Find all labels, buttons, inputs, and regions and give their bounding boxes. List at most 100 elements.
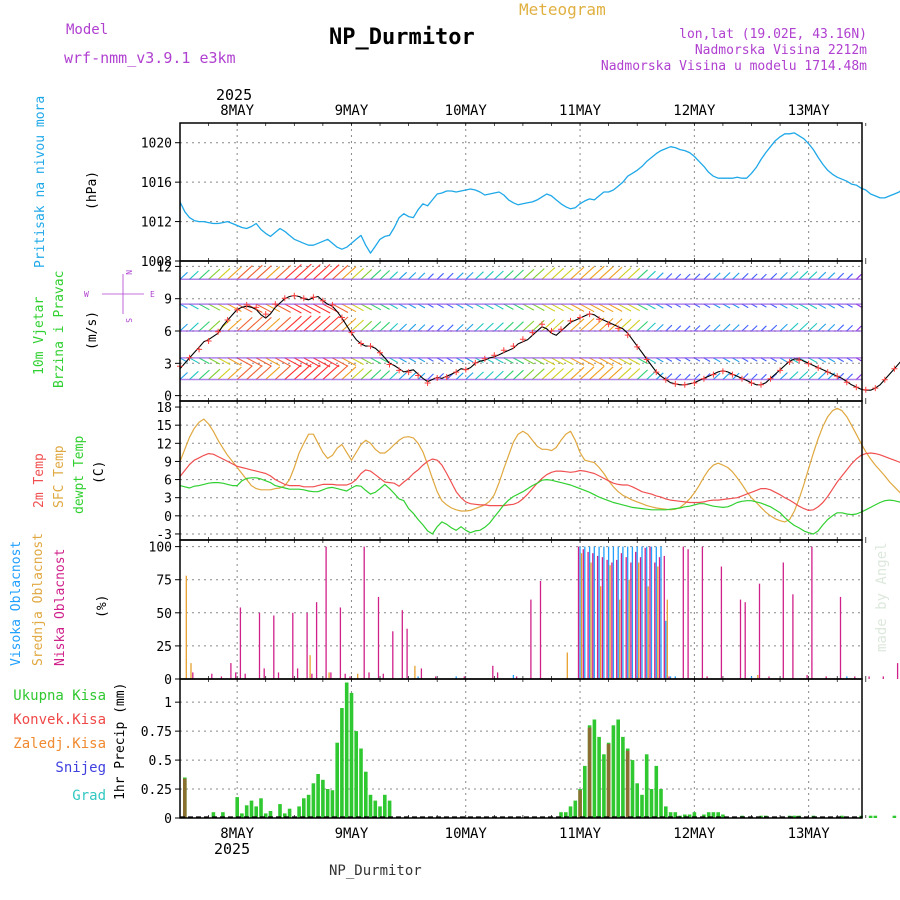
precip-bar: [597, 736, 601, 818]
wind-barb: [732, 272, 740, 280]
wind-barb: [817, 371, 827, 380]
precip-bar: [316, 774, 320, 818]
grid-layer: 1008101210161020036912-30369121518025507…: [141, 123, 867, 827]
wind-barb: [265, 366, 281, 380]
wind-barb: [322, 315, 340, 332]
pressure-line: [179, 132, 900, 254]
wind-barb: [789, 322, 799, 332]
gust-marker: [548, 327, 555, 334]
precip-bar: [359, 748, 363, 818]
top-day-label: 12MAY: [673, 103, 716, 119]
gust-marker: [262, 311, 269, 318]
wind-barb: [284, 303, 302, 314]
wind-speed-line: [179, 294, 900, 391]
wind-barb: [332, 365, 349, 380]
gust-marker: [539, 321, 545, 328]
freezing-precip-bar: [183, 778, 187, 818]
freezing-precip-bar: [606, 743, 611, 818]
precip-bar: [354, 731, 358, 818]
wind-barb: [189, 322, 199, 332]
wind-barb: [846, 373, 853, 380]
wind-barb: [351, 303, 364, 312]
y-tick-label: 9: [164, 293, 172, 308]
precip-bar: [325, 789, 330, 818]
wind-barb: [551, 357, 564, 365]
precip-bar: [340, 708, 344, 818]
wind-barb: [246, 316, 263, 332]
wind-barb: [579, 303, 595, 313]
wind-barb: [589, 317, 605, 332]
wind-barb: [627, 319, 641, 332]
wind-barb: [703, 273, 711, 280]
wind-barb: [808, 357, 818, 363]
wind-barb: [351, 319, 364, 332]
wind-barb: [189, 357, 199, 364]
y-tick-label: 0: [164, 390, 172, 405]
wind-barb: [579, 366, 595, 380]
wind-barb: [798, 270, 809, 280]
wind-barb: [370, 321, 382, 332]
wind-barb: [427, 273, 434, 280]
gust-marker: [272, 301, 279, 308]
wind-barb: [674, 325, 682, 332]
high-cloud-title: Visoka Oblacnost: [9, 541, 24, 666]
wind-barb: [608, 366, 623, 380]
y-tick-label: 15: [156, 419, 172, 434]
wind-barb: [646, 303, 656, 310]
wind-barb: [674, 273, 682, 280]
wind-barb: [627, 267, 641, 280]
wind-barb: [570, 366, 585, 380]
precip-bar: [211, 812, 216, 818]
wind-barb: [255, 365, 272, 380]
wind-barb: [732, 372, 740, 380]
wind-barb: [360, 369, 373, 380]
bottom-day-label: 13MAY: [788, 826, 831, 842]
precip-bar: [278, 804, 282, 818]
wind-barb: [303, 364, 321, 380]
legend-conv-precip: Konvek.Kisa: [13, 712, 106, 728]
wind-barb: [484, 371, 494, 380]
gust-marker: [196, 346, 203, 353]
wind-barb: [484, 270, 494, 280]
wind-barb: [646, 357, 656, 364]
wind-barb: [636, 369, 648, 380]
wind-barb: [560, 357, 574, 366]
wind-barb: [693, 273, 701, 280]
wind-barb: [389, 303, 398, 310]
wind-panel: [177, 263, 900, 393]
pressure-title: Pritisak na nivou mora: [33, 96, 48, 268]
precip-unit: 1hr Precip (mm): [113, 683, 128, 800]
wind-barb: [532, 368, 545, 380]
wind-barb: [312, 315, 331, 332]
wind-barb: [713, 272, 721, 280]
gust-marker: [681, 381, 688, 388]
wind-barb: [636, 321, 648, 332]
precip-bar: [716, 812, 720, 818]
y-tick-label: 12: [156, 437, 172, 452]
gust-marker: [567, 317, 574, 324]
gust-marker: [319, 297, 326, 304]
y-tick-label: 9: [164, 455, 172, 470]
wind-barb: [303, 303, 321, 314]
wind-barb: [198, 269, 210, 280]
wind-barb: [617, 318, 632, 332]
precip-bar: [673, 812, 678, 818]
y-tick-label: 6: [164, 474, 172, 489]
wind-barb: [455, 372, 464, 380]
wind-barb: [503, 321, 514, 332]
wind-barb: [293, 315, 312, 332]
precip-bar: [283, 813, 287, 818]
gust-marker: [691, 380, 698, 386]
compass-east: E: [150, 290, 155, 299]
sfctemp-title: SFC Temp: [52, 445, 67, 508]
precip-bar: [311, 783, 316, 819]
wind-barb: [760, 273, 767, 280]
precip-bar: [235, 797, 239, 818]
wind-barb: [474, 271, 484, 280]
precip-bar: [378, 806, 382, 818]
wind-barb: [446, 272, 454, 280]
wind-barb: [617, 357, 632, 366]
wind-barb: [465, 372, 474, 380]
wind-barb: [570, 266, 585, 280]
wind-barb: [646, 270, 656, 280]
